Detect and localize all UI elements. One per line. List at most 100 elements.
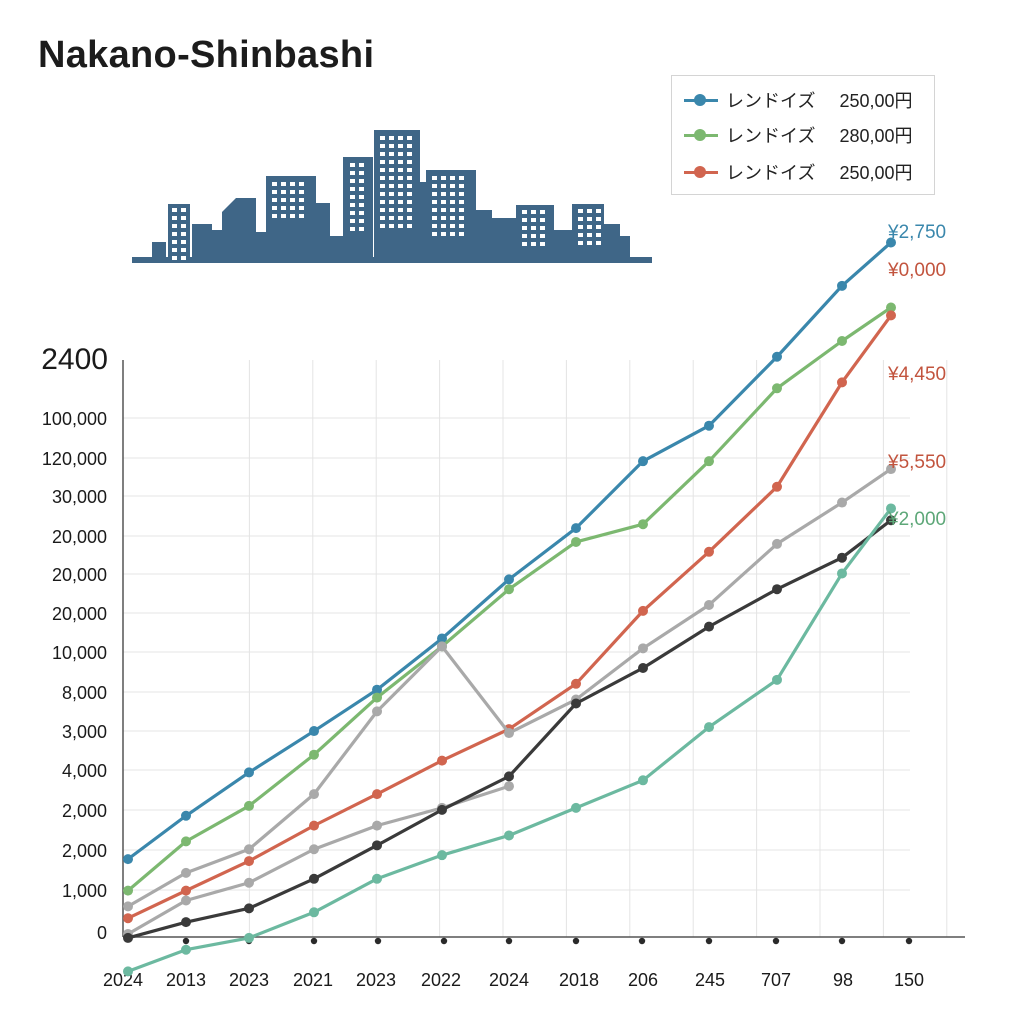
- data-point: [372, 706, 382, 717]
- data-point: [704, 722, 714, 733]
- y-tick-label: 8,000: [62, 683, 107, 703]
- chart-axes: [122, 360, 965, 945]
- data-point: [244, 877, 254, 888]
- data-point: [309, 820, 319, 831]
- data-point: [571, 523, 581, 534]
- legend-label: レンドイズ: [726, 91, 816, 111]
- x-axis-tick-dot: [374, 937, 382, 945]
- data-point: [638, 775, 648, 786]
- value-annotation: ¥2,750: [887, 222, 946, 243]
- series-lines: [123, 237, 896, 977]
- series-blue: [123, 237, 896, 865]
- data-point: [886, 237, 896, 248]
- data-point: [181, 895, 191, 906]
- data-point: [837, 568, 847, 579]
- data-point: [886, 503, 896, 514]
- data-point: [244, 767, 254, 778]
- data-point: [772, 351, 782, 362]
- data-point: [123, 966, 133, 977]
- data-point: [886, 310, 896, 321]
- data-point: [181, 836, 191, 847]
- data-point: [309, 789, 319, 800]
- data-point: [123, 913, 133, 924]
- data-point: [571, 536, 581, 547]
- data-point: [123, 932, 133, 943]
- data-point: [638, 605, 648, 616]
- series-gray: [123, 464, 896, 912]
- data-point: [504, 781, 514, 792]
- x-tick-label: 2021: [293, 970, 333, 990]
- x-tick-label: 2013: [166, 970, 206, 990]
- y-tick-label: 3,000: [62, 722, 107, 742]
- skyline-illustration: [132, 130, 652, 263]
- data-point: [123, 901, 133, 912]
- data-point: [372, 789, 382, 800]
- data-point: [309, 726, 319, 737]
- data-point: [181, 885, 191, 896]
- chart-title: Nakano-Shinbashi: [38, 34, 375, 76]
- data-point: [372, 873, 382, 884]
- data-point: [123, 854, 133, 865]
- data-point: [437, 633, 447, 644]
- data-point: [244, 844, 254, 855]
- data-point: [309, 907, 319, 918]
- series-line: [126, 305, 893, 893]
- data-point: [372, 684, 382, 695]
- data-point: [372, 820, 382, 831]
- x-axis-tick-dot: [505, 937, 513, 945]
- y-tick-label: 10,000: [52, 643, 107, 663]
- legend-label: レンドイズ: [726, 126, 816, 146]
- value-annotation: ¥2,000: [887, 509, 946, 530]
- data-point: [244, 932, 254, 943]
- data-point: [437, 850, 447, 861]
- data-point: [181, 917, 191, 928]
- data-point: [181, 867, 191, 878]
- x-axis-tick-dot: [638, 937, 646, 945]
- x-tick-label: 98: [833, 970, 853, 990]
- data-point: [704, 599, 714, 610]
- data-point: [704, 456, 714, 467]
- data-point: [837, 280, 847, 291]
- legend-entry: レンドイズ 280,00円: [684, 120, 913, 150]
- x-tick-label: 2024: [103, 970, 143, 990]
- series-green: [123, 302, 896, 896]
- series-line: [126, 240, 893, 861]
- x-tick-label: 206: [628, 970, 658, 990]
- data-point: [181, 810, 191, 821]
- x-axis-tick-dot: [772, 937, 780, 945]
- y-tick-label: 1,000: [62, 881, 107, 901]
- x-tick-label: 2023: [229, 970, 269, 990]
- legend-value: 280,00円: [839, 126, 913, 146]
- value-annotation: ¥5,550: [887, 452, 946, 473]
- data-point: [571, 678, 581, 689]
- value-annotation: ¥4,450: [887, 364, 946, 385]
- y-tick-label: 100,000: [42, 409, 107, 429]
- x-tick-label: 150: [894, 970, 924, 990]
- y-tick-label: 120,000: [42, 449, 107, 469]
- series-black: [123, 515, 896, 943]
- y-tick-label: 30,000: [52, 487, 107, 507]
- data-point: [772, 538, 782, 549]
- x-tick-label: 2018: [559, 970, 599, 990]
- y-tick-label: 4,000: [62, 761, 107, 781]
- y-tick-label: 20,000: [52, 604, 107, 624]
- data-point: [886, 515, 896, 526]
- data-point: [309, 844, 319, 855]
- y-tick-label: 2400: [41, 343, 108, 376]
- series-line: [126, 313, 893, 920]
- data-point: [704, 546, 714, 557]
- x-axis-tick-dot: [182, 937, 190, 945]
- data-point: [504, 771, 514, 782]
- data-point: [504, 728, 514, 739]
- series-teal: [123, 503, 896, 977]
- data-point: [244, 903, 254, 914]
- data-point: [704, 420, 714, 431]
- data-point: [181, 944, 191, 955]
- x-tick-label: 245: [695, 970, 725, 990]
- data-point: [437, 804, 447, 815]
- x-tick-label: 2023: [356, 970, 396, 990]
- data-point: [504, 584, 514, 595]
- y-axis-tick-labels: 0 1,000 2,000 2,000 4,000 3,000 8,000 10,000 20,…: [41, 343, 108, 943]
- value-annotation: ¥0,000: [887, 260, 946, 281]
